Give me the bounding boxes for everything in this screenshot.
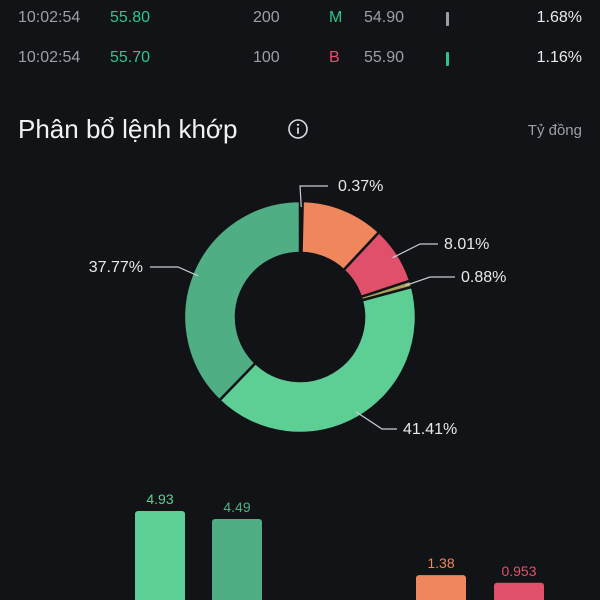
bar[interactable]: [416, 575, 466, 600]
bar-value-label: 0.953: [501, 563, 536, 579]
donut-slice[interactable]: [182, 199, 302, 403]
bar-value-label: 4.49: [223, 499, 250, 515]
slice-label: 0.88%: [461, 269, 506, 286]
trade-ref-price: 54.90: [364, 9, 405, 26]
bar-value-label: 4.93: [146, 491, 173, 507]
info-icon[interactable]: [288, 119, 308, 139]
bar[interactable]: [494, 582, 544, 600]
leader-line: [405, 276, 455, 287]
trade-row[interactable]: 10:02:54 55.70 100 B 55.90 1.16%: [0, 40, 600, 80]
trade-volume: 100: [253, 49, 280, 66]
trade-row[interactable]: 10:02:54 55.80 200 M 54.90 1.68%: [0, 0, 600, 40]
trade-price: 55.70: [110, 49, 151, 66]
bar-value-label: 1.38: [427, 555, 454, 571]
donut-slice[interactable]: [217, 285, 418, 435]
trade-time: 10:02:54: [18, 49, 81, 66]
leader-line: [355, 411, 397, 430]
trade-volume-bar: [446, 52, 449, 66]
slice-label: 37.77%: [89, 259, 143, 276]
trade-side: M: [329, 9, 343, 26]
trade-ref-price: 55.90: [364, 49, 405, 66]
trade-volume-bar: [446, 12, 449, 26]
bar[interactable]: [135, 511, 185, 600]
trade-time: 10:02:54: [18, 9, 81, 26]
trade-percent: 1.68%: [536, 9, 582, 26]
slice-label: 41.41%: [403, 421, 457, 438]
trades-table: 10:02:54 55.80 200 M 54.90 1.68% 10:02:5…: [0, 0, 600, 84]
leader-line: [392, 243, 438, 259]
trade-side: B: [329, 49, 340, 66]
trade-volume: 200: [253, 9, 280, 26]
trade-percent: 1.16%: [536, 49, 582, 66]
bar-chart: 4.93 4.49 1.38 0.953: [135, 491, 544, 600]
leader-line: [150, 266, 199, 277]
slice-label: 8.01%: [444, 236, 489, 253]
unit-label[interactable]: Tỷ đồng: [527, 122, 582, 139]
leader-line: [299, 185, 328, 208]
slice-label: 0.37%: [338, 178, 383, 195]
section-header: Phân bổ lệnh khớp Tỷ đồng: [0, 108, 600, 158]
bar[interactable]: [212, 518, 262, 600]
section-title: Phân bổ lệnh khớp: [18, 114, 238, 144]
donut-chart: 0.37% 8.01% 0.88% 41.41% 37.77%: [89, 178, 507, 438]
trade-price: 55.80: [110, 9, 151, 26]
